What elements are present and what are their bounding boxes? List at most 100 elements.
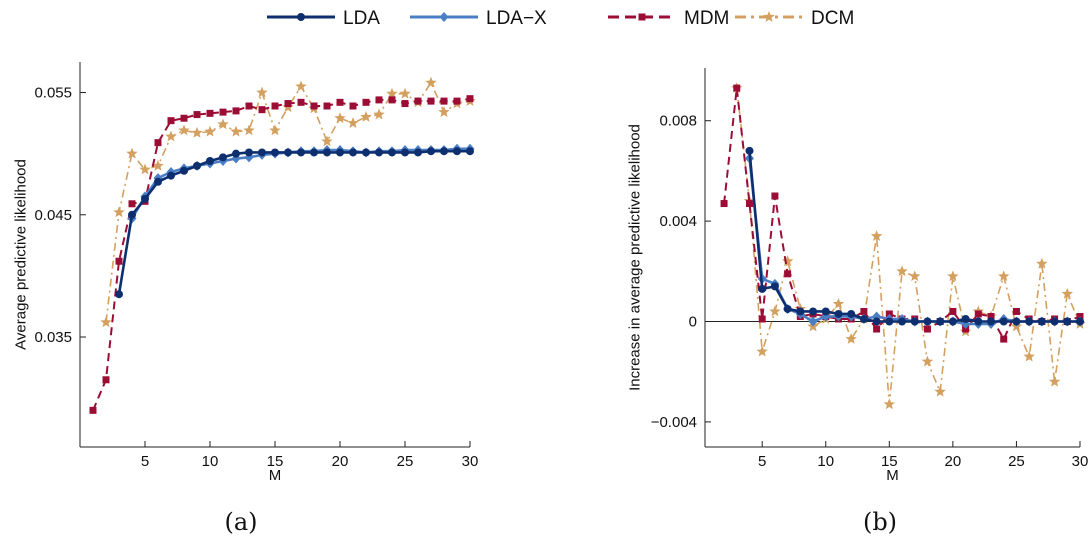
legend-item-lda-x: LDA−X [410, 8, 547, 29]
point-dcm-24 [998, 270, 1010, 282]
point-dcm-13 [243, 124, 255, 136]
point-lda-8 [796, 307, 805, 316]
point-lda-19 [936, 317, 945, 326]
series-lda [745, 146, 1084, 326]
point-mdm-24 [388, 96, 396, 104]
point-dcm-21 [347, 117, 359, 128]
x-tick-label-10: 10 [202, 453, 219, 470]
point-lda-9 [809, 307, 818, 316]
point-lda-22 [974, 317, 983, 326]
point-lda-3 [115, 290, 123, 299]
legend: LDA LDA−X MDM DCM [267, 8, 854, 29]
point-dcm-11 [217, 118, 229, 130]
point-dcm-15 [883, 398, 896, 410]
point-mdm-22 [362, 98, 370, 106]
y-tick-label-0: 0.035 [34, 329, 72, 346]
legend-label-dcm: DCM [811, 8, 854, 29]
x-tick-label-15: 15 [267, 453, 284, 470]
point-dcm-4 [126, 147, 138, 159]
x-axis-label: M [269, 467, 282, 484]
x-tick-label-5: 5 [758, 453, 766, 470]
x-tick-label-5: 5 [141, 453, 149, 470]
point-lda-16 [898, 317, 907, 326]
point-mdm-26 [414, 97, 422, 105]
point-mdm-4 [745, 200, 753, 208]
legend-item-mdm: MDM [608, 8, 729, 29]
point-dcm-10 [204, 125, 216, 137]
legend-marker-lda [297, 13, 305, 21]
point-dcm-25 [399, 87, 411, 99]
point-lda-5 [141, 194, 149, 203]
point-dcm-19 [321, 135, 333, 147]
point-lda-17 [297, 148, 305, 157]
point-mdm-5 [758, 315, 766, 323]
point-lda-15 [885, 317, 894, 326]
point-mdm-18 [923, 325, 931, 333]
point-dcm-7 [781, 255, 794, 267]
point-dcm-14 [256, 86, 268, 98]
y-tick-label-1: 0 [689, 314, 697, 331]
point-mdm-11 [219, 108, 227, 116]
point-lda-29 [453, 147, 461, 156]
series-line-mdm [723, 87, 1081, 341]
point-dcm-12 [230, 125, 242, 137]
point-lda-30 [1076, 317, 1084, 326]
legend-marker-mdm [638, 13, 646, 21]
point-mdm-20 [949, 307, 957, 315]
point-dcm-6 [152, 159, 164, 171]
series-mdm [720, 84, 1084, 343]
point-lda-26 [414, 148, 422, 157]
point-mdm-22 [974, 310, 982, 318]
point-lda-11 [834, 309, 843, 318]
point-mdm-27 [427, 97, 435, 105]
point-lda-24 [388, 148, 396, 157]
series-lda-x [744, 153, 1085, 330]
point-mdm-24 [1000, 335, 1008, 343]
point-dcm-3 [113, 206, 125, 218]
point-mdm-4 [128, 200, 136, 208]
point-mdm-14 [873, 325, 881, 333]
point-mdm-18 [310, 102, 318, 110]
x-axis-label: M [886, 467, 899, 484]
legend-label-mdm: MDM [684, 8, 729, 29]
point-mdm-9 [193, 111, 201, 119]
y-tick-label-0: −0.004 [651, 414, 697, 431]
point-lda-23 [375, 148, 383, 157]
point-dcm-2 [100, 316, 112, 328]
legend-label-lda-x: LDA−X [486, 8, 547, 29]
point-lda-29 [1063, 317, 1072, 326]
point-mdm-30 [466, 95, 474, 103]
point-mdm-1 [89, 406, 97, 414]
series-line-lda-x [748, 158, 1080, 326]
point-lda-23 [987, 317, 996, 326]
point-dcm-23 [373, 108, 385, 120]
point-mdm-23 [375, 96, 383, 104]
y-tick-label-1: 0.045 [34, 207, 72, 224]
series-lda [115, 147, 474, 299]
point-mdm-15 [271, 102, 279, 110]
point-dcm-29 [1061, 287, 1073, 299]
chart-b: 5 10 15 20 25 30 −0.004 0 0.004 0.008 M Increase in… [626, 68, 1088, 536]
point-mdm-10 [206, 109, 214, 117]
x-tick-label-30: 30 [1072, 453, 1089, 470]
point-mdm-19 [323, 102, 331, 110]
point-dcm-17 [909, 270, 921, 282]
point-dcm-27 [1036, 257, 1048, 269]
point-lda-26 [1025, 317, 1034, 326]
x-tick-label-25: 25 [397, 453, 414, 470]
point-lda-21 [349, 148, 357, 157]
point-lda-11 [219, 153, 227, 162]
point-dcm-20 [947, 270, 959, 282]
legend-marker-lda-x [439, 12, 449, 22]
point-lda-5 [758, 284, 767, 293]
y-tick-label-2: 0.004 [659, 213, 697, 230]
point-lda-25 [1012, 317, 1021, 326]
point-mdm-28 [440, 97, 448, 105]
point-mdm-17 [297, 98, 305, 106]
point-mdm-14 [258, 106, 266, 114]
point-lda-27 [1037, 317, 1046, 326]
point-lda-4 [745, 146, 754, 155]
caption: (b) [863, 508, 897, 536]
point-dcm-24 [386, 87, 398, 99]
point-mdm-25 [1012, 307, 1020, 315]
